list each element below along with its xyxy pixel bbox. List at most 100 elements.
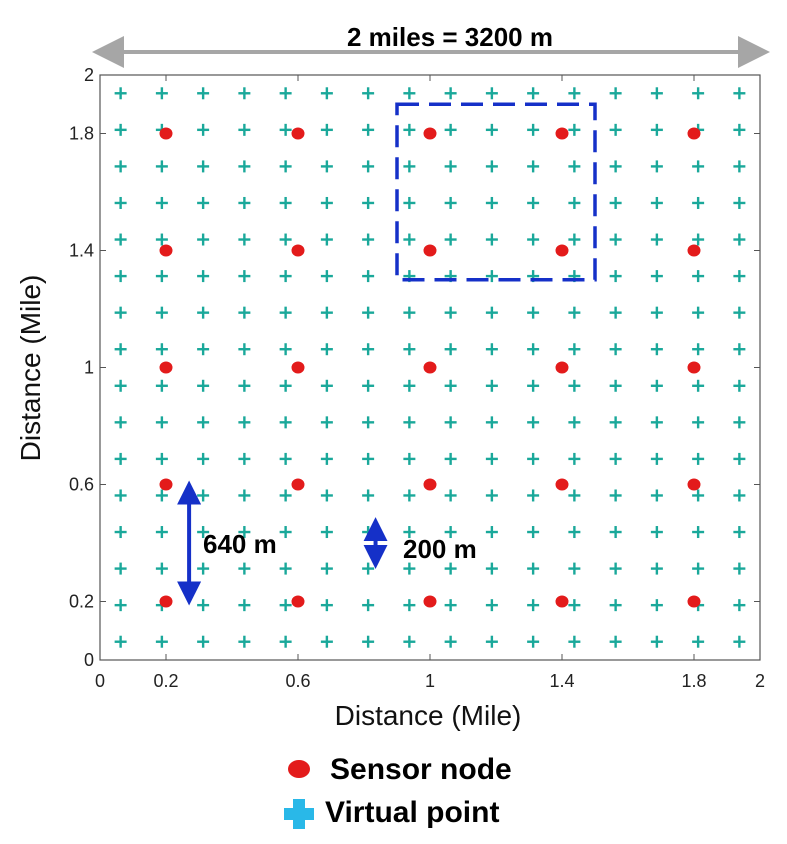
virtual-point: [403, 306, 416, 319]
virtual-point: [568, 343, 581, 356]
virtual-point: [650, 489, 663, 502]
virtual-point: [114, 160, 127, 173]
virtual-point: [733, 233, 746, 246]
virtual-point: [197, 233, 210, 246]
virtual-point: [444, 635, 457, 648]
virtual-point: [279, 270, 292, 283]
virtual-point: [403, 123, 416, 136]
sensor-nodes: [159, 127, 701, 608]
virtual-point: [279, 635, 292, 648]
virtual-point: [568, 599, 581, 612]
virtual-point: [650, 270, 663, 283]
virtual-point: [692, 526, 705, 539]
virtual-point: [155, 87, 168, 100]
virtual-point: [403, 526, 416, 539]
virtual-point: [733, 343, 746, 356]
virtual-point: [197, 306, 210, 319]
virtual-point: [197, 379, 210, 392]
virtual-point: [444, 87, 457, 100]
x-tick-label: 1: [425, 671, 435, 691]
virtual-point: [650, 379, 663, 392]
virtual-point: [403, 452, 416, 465]
virtual-point: [527, 87, 540, 100]
virtual-point: [279, 306, 292, 319]
sensor-node: [687, 478, 701, 491]
y-tick-label: 2: [84, 65, 94, 85]
virtual-point: [238, 452, 251, 465]
virtual-point: [733, 379, 746, 392]
virtual-point: [279, 526, 292, 539]
virtual-point: [197, 635, 210, 648]
virtual-point: [114, 233, 127, 246]
virtual-point: [650, 562, 663, 575]
virtual-point: [733, 196, 746, 209]
sensor-node: [555, 244, 569, 257]
virtual-point: [609, 635, 622, 648]
virtual-point: [650, 416, 663, 429]
virtual-point: [527, 599, 540, 612]
virtual-point: [444, 160, 457, 173]
virtual-point: [114, 306, 127, 319]
sensor-node: [687, 361, 701, 374]
virtual-point: [568, 416, 581, 429]
virtual-point: [279, 343, 292, 356]
virtual-point: [114, 87, 127, 100]
virtual-point: [114, 123, 127, 136]
virtual-point: [320, 452, 333, 465]
virtual-point: [444, 526, 457, 539]
virtual-point: [320, 416, 333, 429]
virtual-point: [609, 562, 622, 575]
virtual-point: [485, 270, 498, 283]
virtual-point: [403, 599, 416, 612]
virtual-point: [197, 123, 210, 136]
virtual-point: [650, 526, 663, 539]
virtual-point: [279, 562, 292, 575]
virtual-point: [320, 343, 333, 356]
virtual-point: [609, 87, 622, 100]
virtual-point: [733, 526, 746, 539]
virtual-point: [362, 489, 375, 502]
virtual-point: [320, 160, 333, 173]
virtual-point: [650, 123, 663, 136]
virtual-point: [527, 233, 540, 246]
virtual-point: [609, 196, 622, 209]
virtual-point: [485, 635, 498, 648]
virtual-point: [155, 416, 168, 429]
virtual-point: [279, 452, 292, 465]
virtual-point: [155, 196, 168, 209]
virtual-point: [692, 562, 705, 575]
virtual-point: [238, 343, 251, 356]
virtual-point: [444, 599, 457, 612]
virtual-point: [362, 379, 375, 392]
sensor-node: [555, 361, 569, 374]
virtual-point: [527, 635, 540, 648]
virtual-point: [320, 270, 333, 283]
legend: Sensor node Virtual point: [284, 753, 512, 829]
virtual-point: [238, 87, 251, 100]
virtual-point: [320, 196, 333, 209]
virtual-point: [197, 87, 210, 100]
virtual-point: [733, 87, 746, 100]
virtual-point: [362, 87, 375, 100]
sensor-node: [291, 127, 305, 140]
virtual-point: [485, 526, 498, 539]
virtual-spacing-label: 200 m: [403, 534, 477, 564]
virtual-point: [609, 379, 622, 392]
virtual-point: [692, 160, 705, 173]
virtual-point: [114, 343, 127, 356]
virtual-point: [403, 489, 416, 502]
sensor-node: [423, 127, 437, 140]
virtual-point: [692, 233, 705, 246]
virtual-point: [733, 452, 746, 465]
virtual-point: [362, 416, 375, 429]
virtual-point: [279, 599, 292, 612]
sensor-node: [159, 595, 173, 608]
virtual-point: [650, 452, 663, 465]
virtual-point: [114, 562, 127, 575]
virtual-point: [485, 343, 498, 356]
virtual-point: [650, 160, 663, 173]
y-tick-label: 1: [84, 358, 94, 378]
virtual-point: [279, 160, 292, 173]
virtual-point: [114, 379, 127, 392]
y-tick-label: 0: [84, 650, 94, 670]
